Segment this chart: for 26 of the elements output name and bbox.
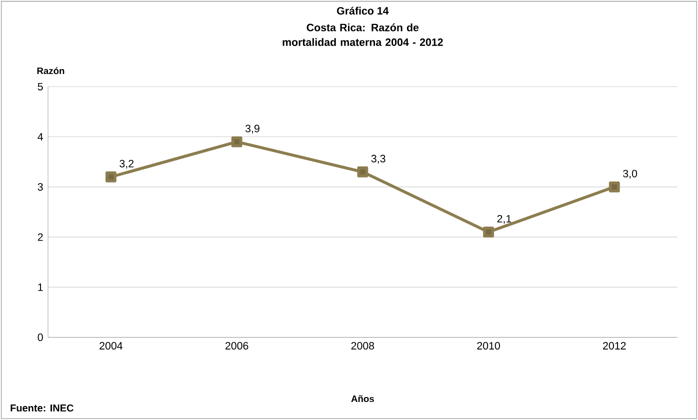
y-axis-title: Razón: [37, 67, 64, 74]
point: [357, 166, 368, 178]
chart-subtitle: Costa Rica: Razón de mortalidad materna 2004 - 2012: [282, 23, 443, 46]
data-label: 2,1: [497, 214, 512, 224]
source-note: Fuente: INEC: [10, 404, 74, 412]
x-tick-label: 2010: [477, 342, 500, 350]
y-tick-label: 5: [38, 82, 43, 90]
point: [483, 226, 494, 238]
point: [231, 136, 242, 148]
y-tick-label: 0: [38, 334, 43, 342]
x-tick-label: 2008: [351, 342, 374, 350]
y-tick-label: 3: [38, 183, 43, 191]
data-label: 3,0: [623, 170, 638, 179]
x-axis-title: Años: [351, 395, 374, 402]
x-tick-label: 2012: [603, 342, 626, 350]
chart-title: Gráfico 14: [337, 6, 389, 15]
point: [105, 171, 116, 182]
data-label: 3,3: [371, 154, 386, 164]
y-tick-label: 4: [38, 133, 43, 140]
data-label: 3,9: [245, 124, 260, 134]
y-tick-label: 2: [38, 233, 43, 241]
data-label: 3,2: [120, 160, 134, 169]
x-tick-label: 2004: [100, 342, 122, 350]
point: [608, 181, 620, 192]
y-tick-label: 1: [38, 284, 43, 291]
x-tick-label: 2006: [225, 342, 248, 350]
